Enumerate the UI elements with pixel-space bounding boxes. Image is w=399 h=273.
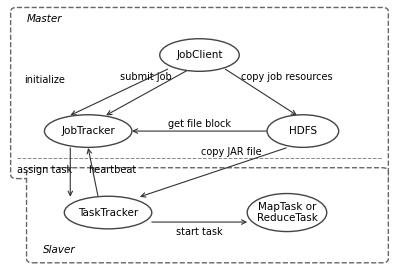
- Text: TaskTracker: TaskTracker: [78, 207, 138, 218]
- Text: heartbeat: heartbeat: [88, 165, 136, 176]
- FancyArrowPatch shape: [71, 69, 168, 115]
- Text: initialize: initialize: [25, 75, 65, 85]
- Text: assign task: assign task: [17, 165, 72, 176]
- Text: MapTask or
ReduceTask: MapTask or ReduceTask: [257, 202, 318, 223]
- Text: Slaver: Slaver: [42, 245, 75, 255]
- FancyArrowPatch shape: [68, 148, 73, 195]
- FancyBboxPatch shape: [27, 168, 388, 263]
- Ellipse shape: [44, 115, 132, 147]
- Ellipse shape: [160, 39, 239, 71]
- Text: start task: start task: [176, 227, 223, 238]
- Text: JobTracker: JobTracker: [61, 126, 115, 136]
- FancyArrowPatch shape: [107, 70, 188, 115]
- FancyArrowPatch shape: [87, 149, 98, 197]
- Text: submit job: submit job: [120, 72, 172, 82]
- FancyArrowPatch shape: [133, 129, 267, 133]
- Text: HDFS: HDFS: [289, 126, 317, 136]
- Text: Master: Master: [27, 14, 62, 24]
- FancyArrowPatch shape: [225, 69, 296, 115]
- Ellipse shape: [64, 196, 152, 229]
- Ellipse shape: [267, 115, 339, 147]
- FancyArrowPatch shape: [152, 220, 246, 224]
- FancyArrowPatch shape: [141, 148, 286, 197]
- Text: get file block: get file block: [168, 119, 231, 129]
- Text: copy job resources: copy job resources: [241, 72, 333, 82]
- Text: copy JAR file: copy JAR file: [201, 147, 262, 157]
- Ellipse shape: [247, 194, 327, 232]
- FancyBboxPatch shape: [11, 7, 388, 179]
- Text: JobClient: JobClient: [176, 50, 223, 60]
